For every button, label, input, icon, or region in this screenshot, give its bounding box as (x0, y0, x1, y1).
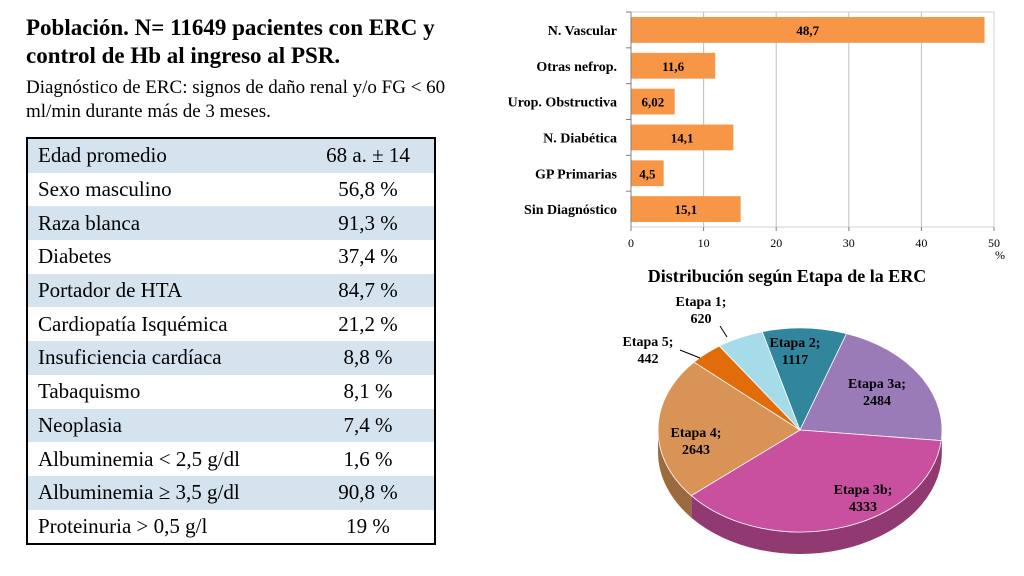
row-label: Tabaquismo (27, 374, 302, 409)
x-tick-label: 40 (915, 236, 927, 250)
bar (631, 88, 675, 115)
pie-slice (718, 331, 801, 431)
row-value: 84,7 % (302, 273, 435, 308)
row-label: Neoplasia (27, 408, 302, 443)
category-label: GP Primarias (535, 167, 618, 182)
data-label: 6,02 (641, 95, 664, 110)
x-tick-label: 20 (770, 236, 782, 250)
row-value: 37,4 % (302, 240, 435, 274)
data-label: 14,1 (671, 130, 694, 145)
row-value: 68 a. ± 14 (302, 138, 435, 173)
table-row: Tabaquismo 8,1 % (27, 374, 435, 409)
population-stats-table: Edad promedio 68 a. ± 14 Sexo masculino 56,… (26, 137, 436, 546)
pie-label: Etapa 4; (671, 426, 722, 441)
row-label: Albuminemia < 2,5 g/dl (27, 442, 302, 476)
pie-value-label: 620 (691, 312, 712, 327)
table-row: Edad promedio 68 a. ± 14 (27, 138, 435, 173)
pie-slice (657, 361, 801, 497)
bar (631, 124, 734, 151)
x-tick-label: 10 (698, 236, 710, 250)
pie-title: Distribución según Etapa de la ERC (648, 266, 927, 286)
page-subtitle: Diagnóstico de ERC: signos de daño renal… (26, 77, 446, 122)
table-row: Cardiopatía Isquémica 21,2 % (27, 307, 435, 342)
table-row: Neoplasia 7,4 % (27, 408, 435, 443)
category-label: N. Diabética (543, 131, 617, 146)
page-title: Población. N= 11649 pacientes con ERC y … (26, 15, 435, 68)
pie-value-label: 4333 (849, 500, 877, 515)
row-label: Edad promedio (27, 138, 302, 173)
data-label: 15,1 (674, 202, 697, 217)
category-label: Urop. Obstructiva (508, 96, 617, 111)
bar (631, 196, 741, 222)
x-tick-label: 0 (628, 236, 634, 250)
table-row: Insuficiencia cardíaca 8,8 % (27, 341, 435, 375)
row-value: 8,8 % (302, 341, 435, 375)
pie-value-label: 2643 (682, 443, 710, 458)
category-label: Otras nefrop. (536, 60, 617, 75)
pie-label: Etapa 2; (770, 336, 821, 351)
leader-line (719, 325, 728, 338)
data-label: 4,5 (639, 166, 656, 181)
data-label: 48,7 (796, 23, 819, 38)
pie-slice (799, 333, 943, 442)
table-row: Sexo masculino 56,8 % (27, 172, 435, 207)
pie-label: Etapa 1; (676, 295, 727, 310)
pie-slice-side (941, 430, 942, 463)
pie-value-label: 2484 (863, 394, 891, 409)
table-row: Raza blanca 91,3 % (27, 206, 435, 241)
row-value: 1,6 % (302, 442, 435, 476)
pie-slice-side (658, 430, 692, 518)
row-label: Diabetes (27, 240, 302, 274)
table-row: Diabetes 37,4 % (27, 240, 435, 274)
pie-slice-side (691, 440, 942, 554)
bar (631, 52, 716, 79)
row-label: Proteinuria > 0,5 g/l (27, 509, 302, 545)
table-row: Proteinuria > 0,5 g/l 19 % (27, 509, 435, 545)
pie-slice (761, 327, 848, 432)
leader-line (679, 349, 701, 359)
pie-slice (690, 429, 942, 533)
plot-frame (630, 11, 995, 228)
x-tick-label: 50 (988, 236, 1000, 250)
row-value: 8,1 % (302, 374, 435, 409)
pie-label: Etapa 3b; (834, 483, 893, 498)
x-tick-label: 30 (843, 236, 855, 250)
row-label: Portador de HTA (27, 273, 302, 308)
row-label: Raza blanca (27, 206, 302, 241)
pie-value-label: 1117 (782, 353, 808, 368)
row-value: 21,2 % (302, 307, 435, 342)
table-row: Portador de HTA 84,7 % (27, 273, 435, 308)
data-label: 11,6 (662, 59, 685, 74)
category-label: N. Vascular (548, 24, 617, 39)
row-value: 19 % (302, 509, 435, 545)
row-value: 56,8 % (302, 172, 435, 207)
pie-slice (693, 345, 801, 431)
table-row: Albuminemia < 2,5 g/dl 1,6 % (27, 442, 435, 476)
bar (631, 17, 985, 43)
row-label: Sexo masculino (27, 172, 302, 207)
pie-label: Etapa 5; (623, 335, 674, 350)
table-row: Albuminemia ≥ 3,5 g/dl 90,8 % (27, 475, 435, 510)
row-value: 7,4 % (302, 408, 435, 443)
row-value: 91,3 % (302, 206, 435, 241)
pie-label: Etapa 3a; (848, 377, 906, 392)
pie-value-label: 442 (638, 352, 659, 367)
category-label: Sin Diagnóstico (524, 203, 617, 218)
row-label: Cardiopatía Isquémica (27, 307, 302, 342)
bar (631, 160, 664, 187)
row-label: Albuminemia ≥ 3,5 g/dl (27, 475, 302, 510)
row-label: Insuficiencia cardíaca (27, 341, 302, 375)
x-axis-label: % (995, 248, 1005, 262)
row-value: 90,8 % (302, 475, 435, 510)
